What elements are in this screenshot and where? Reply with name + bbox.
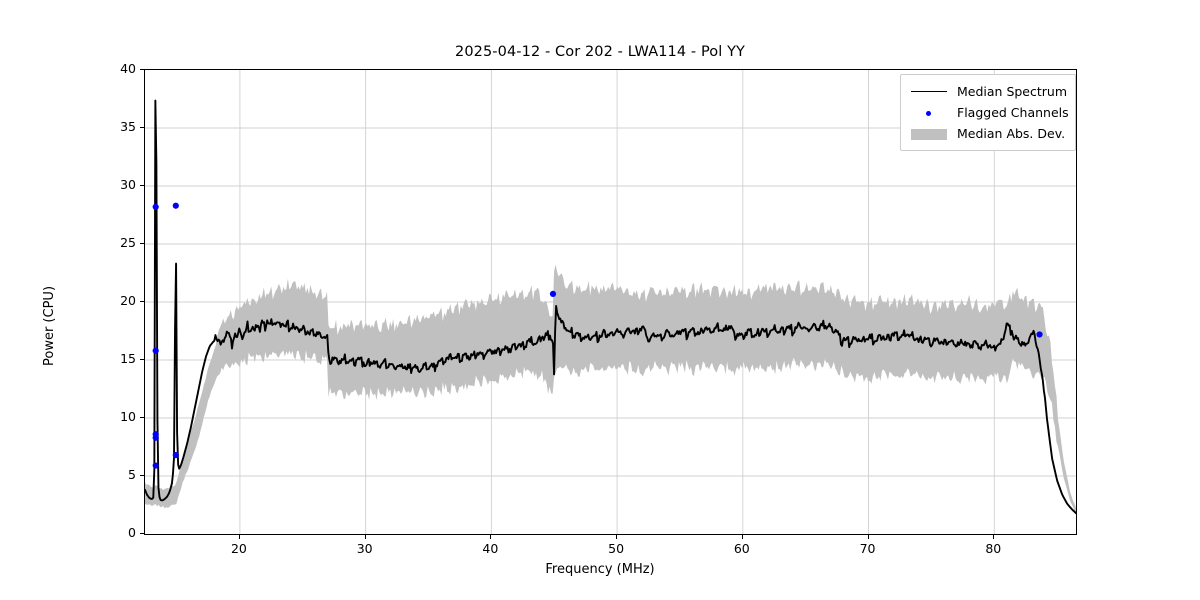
legend-patch-icon xyxy=(909,127,949,141)
x-tick-label: 40 xyxy=(482,541,499,556)
x-tick-label: 60 xyxy=(733,541,750,556)
legend-line-icon xyxy=(909,85,949,99)
y-tick-mark xyxy=(140,359,144,360)
y-tick-mark xyxy=(140,417,144,418)
legend-label: Median Spectrum xyxy=(957,84,1068,99)
y-tick-label: 0 xyxy=(128,525,136,540)
flagged-channel-dot xyxy=(152,203,159,210)
y-axis-tick-labels: 0 5 10 15 20 25 30 35 40 xyxy=(88,61,136,540)
y-tick-mark xyxy=(140,127,144,128)
legend: Median Spectrum Flagged Channels Median … xyxy=(900,74,1076,151)
y-tick-mark xyxy=(140,475,144,476)
x-tick-label: 30 xyxy=(356,541,373,556)
x-tick-label: 70 xyxy=(859,541,876,556)
x-tick-label: 80 xyxy=(985,541,1002,556)
page-title: 2025-04-12 - Cor 202 - LWA114 - Pol YY xyxy=(455,44,745,60)
y-tick-mark xyxy=(140,301,144,302)
legend-item-median-abs-dev: Median Abs. Dev. xyxy=(909,123,1067,144)
y-tick-label: 30 xyxy=(120,177,136,192)
y-tick-mark xyxy=(140,69,144,70)
x-tick-mark xyxy=(741,535,743,539)
legend-item-median-spectrum: Median Spectrum xyxy=(909,81,1067,102)
x-axis-label: Frequency (MHz) xyxy=(545,562,655,577)
x-tick-mark xyxy=(867,535,869,539)
x-tick-mark xyxy=(490,535,492,539)
y-tick-label: 20 xyxy=(120,293,136,308)
y-tick-label: 10 xyxy=(120,409,136,424)
y-tick-label: 40 xyxy=(120,61,136,76)
x-tick-label: 20 xyxy=(230,541,247,556)
y-tick-mark xyxy=(140,533,144,534)
flagged-channel-dot xyxy=(152,462,159,469)
spectrum-plot-svg xyxy=(145,70,1076,534)
y-tick-mark xyxy=(140,243,144,244)
x-axis-tick-labels: 20 30 40 50 60 70 80 xyxy=(144,541,1077,561)
legend-label: Flagged Channels xyxy=(957,105,1069,120)
flagged-channel-markers xyxy=(152,202,1043,469)
median-abs-dev-band xyxy=(145,264,1076,514)
flagged-channel-dot xyxy=(1036,331,1043,338)
x-tick-mark xyxy=(364,535,366,539)
x-tick-mark xyxy=(616,535,618,539)
x-tick-label: 50 xyxy=(608,541,625,556)
y-tick-mark xyxy=(140,185,144,186)
flagged-channel-dot xyxy=(152,434,159,441)
legend-label: Median Abs. Dev. xyxy=(957,126,1066,141)
x-tick-mark xyxy=(993,535,995,539)
flagged-channel-dot xyxy=(549,290,557,297)
y-axis-label: Power (CPU) xyxy=(42,285,57,366)
legend-dot-icon xyxy=(909,106,949,120)
legend-item-flagged-channels: Flagged Channels xyxy=(909,102,1069,123)
x-tick-mark xyxy=(238,535,240,539)
y-tick-label: 35 xyxy=(120,119,136,134)
flagged-channel-dot xyxy=(172,452,179,459)
plot-area xyxy=(144,69,1077,535)
median-spectrum-line xyxy=(145,99,1076,515)
y-tick-label: 15 xyxy=(120,351,136,366)
flagged-channel-dot xyxy=(172,202,179,209)
flagged-channel-dot xyxy=(152,347,159,354)
y-tick-label: 25 xyxy=(120,235,136,250)
y-tick-label: 5 xyxy=(128,467,136,482)
